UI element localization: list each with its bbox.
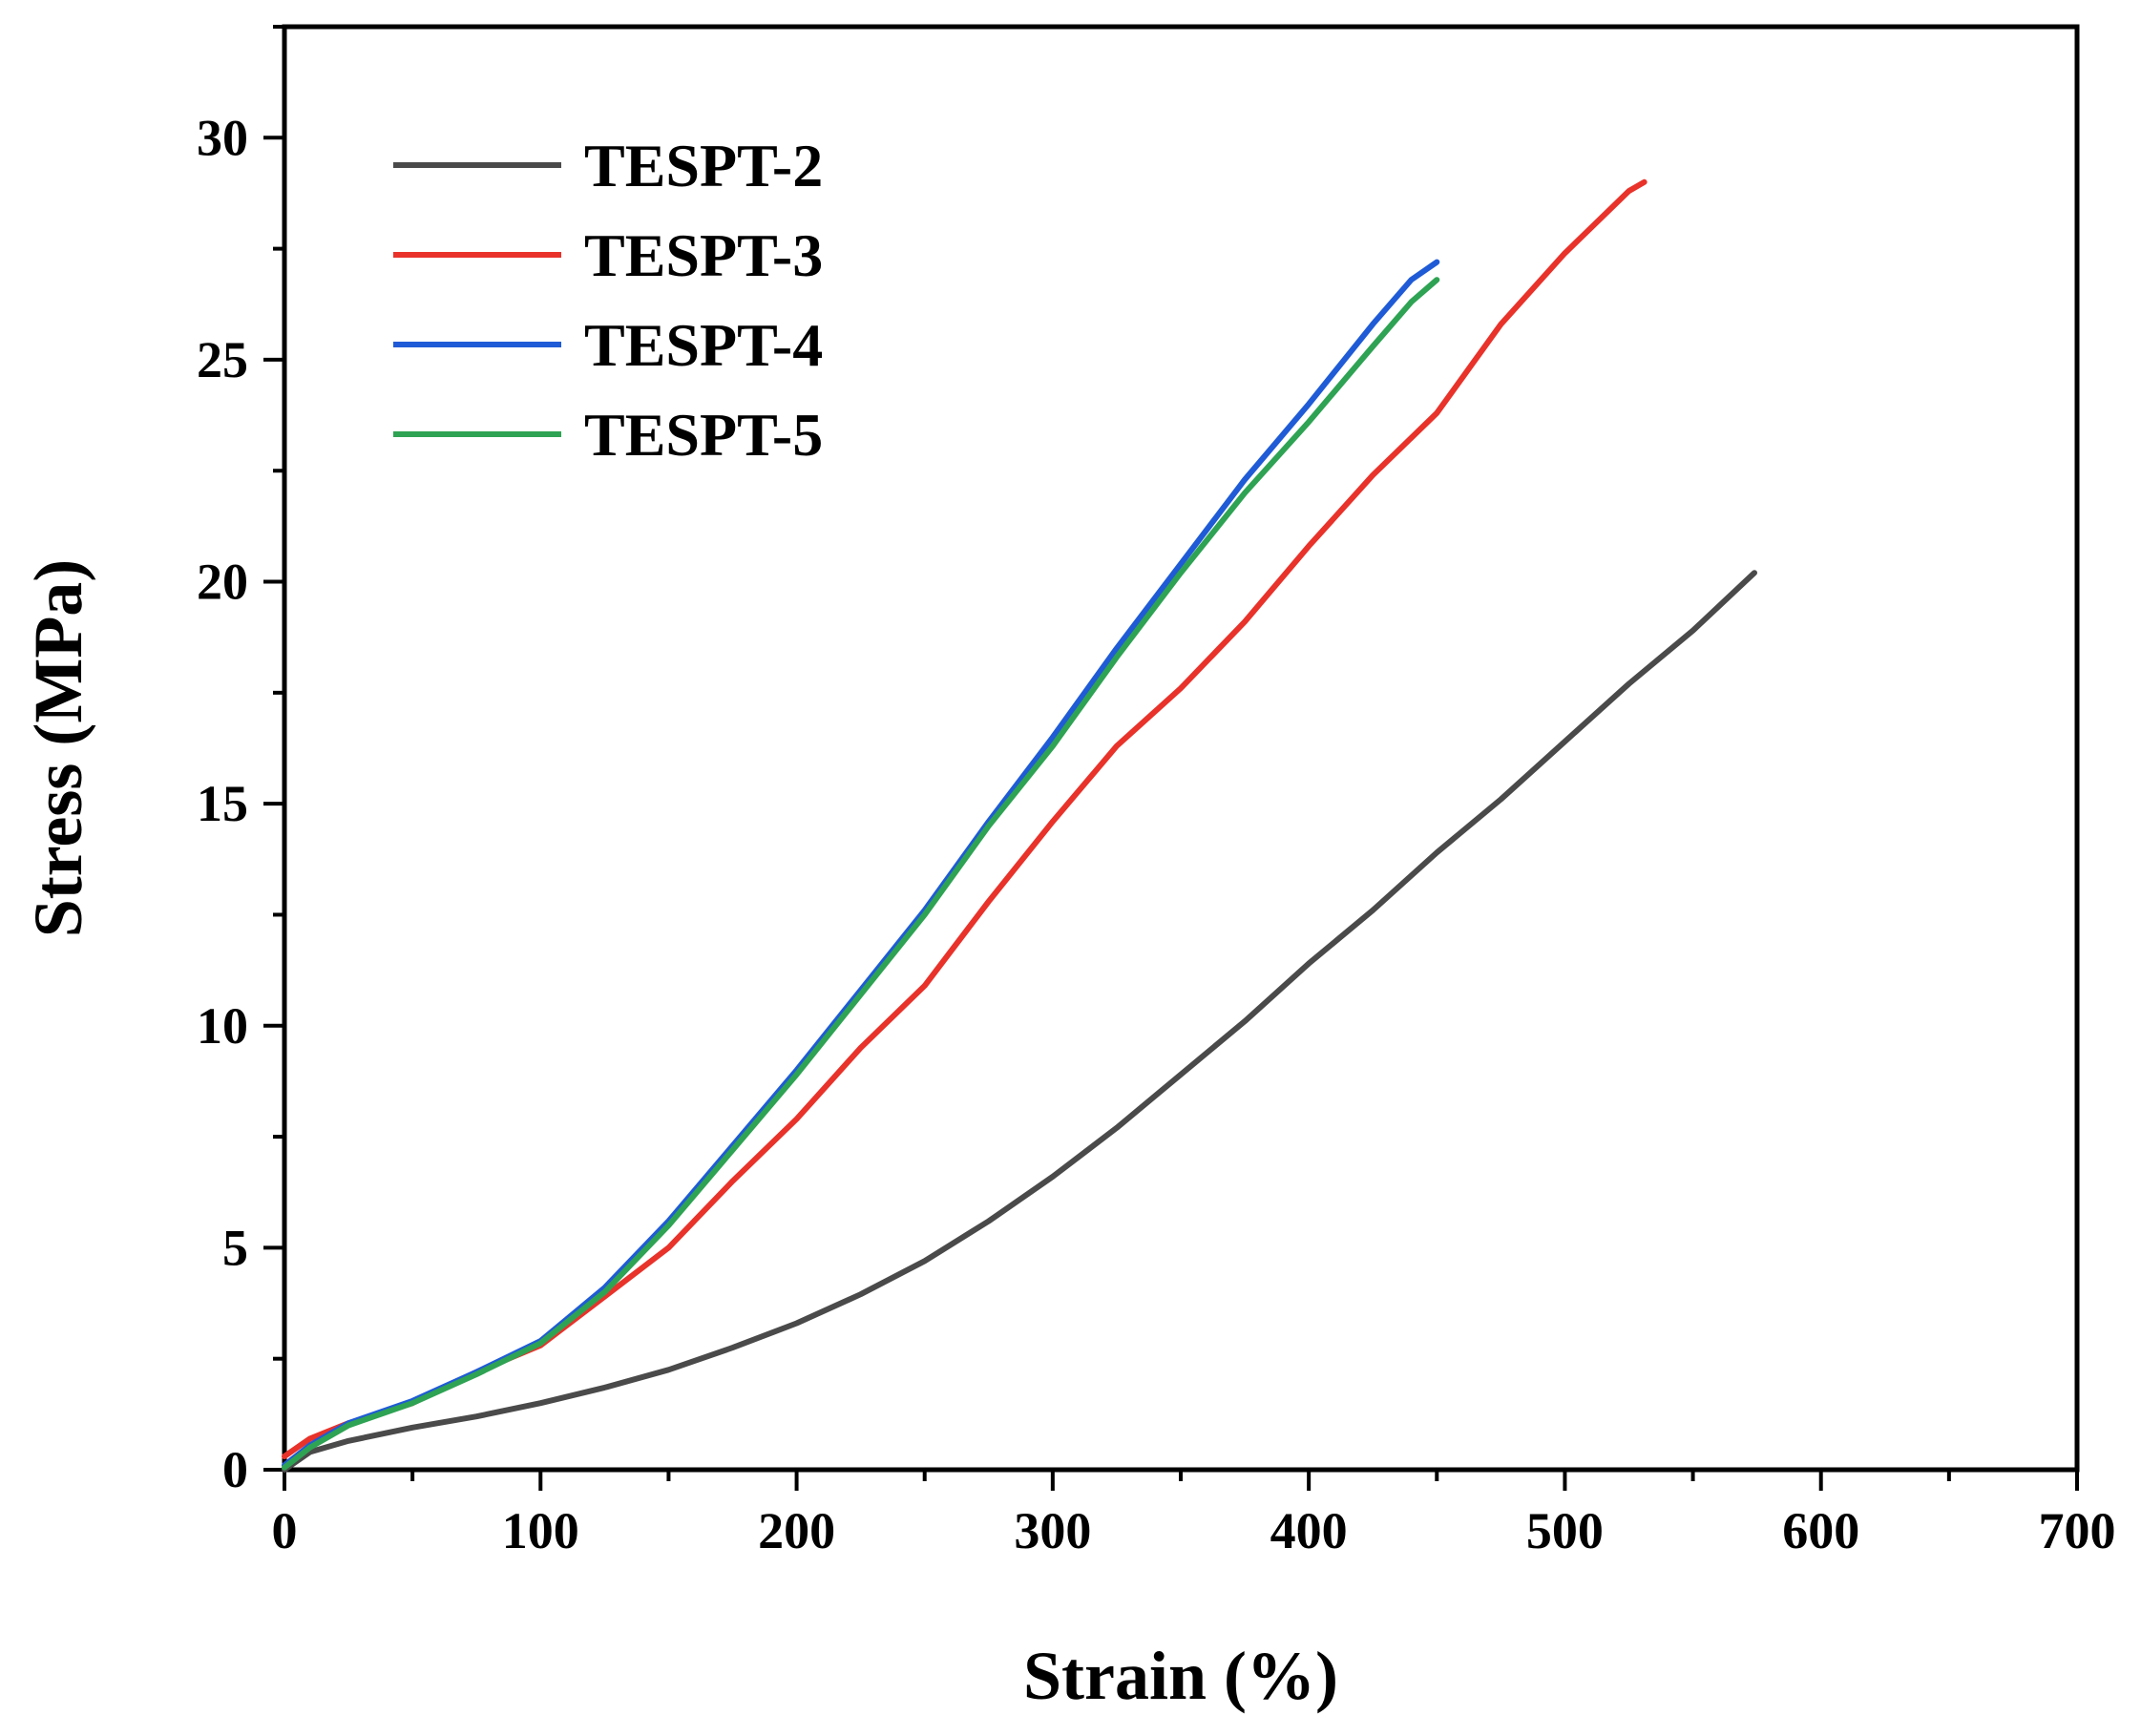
legend: TESPT-2 TESPT-3 TESPT-4 TESPT-5: [393, 132, 823, 469]
x-tick-label: 500: [1526, 1502, 1604, 1559]
x-tick-label: 0: [272, 1502, 298, 1559]
x-tick-label: 700: [2039, 1502, 2116, 1559]
legend-label-tespt-5: TESPT-5: [584, 401, 823, 469]
x-tick-label: 600: [1782, 1502, 1859, 1559]
y-axis-ticks: 0 5 10 15 20 25 30: [197, 25, 284, 1498]
x-tick-label: 300: [1014, 1502, 1091, 1559]
series-line-tespt-5: [282, 277, 1440, 1471]
series-line-tespt-2: [282, 570, 1757, 1473]
x-tick-label: 200: [758, 1502, 835, 1559]
y-axis-title: Stress (MPa): [20, 559, 96, 938]
legend-label-tespt-4: TESPT-4: [584, 311, 823, 379]
series-lines: [282, 178, 1757, 1473]
plot-frame: [282, 24, 2080, 1473]
legend-label-tespt-3: TESPT-3: [584, 221, 823, 289]
x-tick-label: 100: [502, 1502, 579, 1559]
series-line-tespt-3: [282, 178, 1648, 1459]
plot-area: [282, 24, 2080, 1473]
y-tick-label: 10: [197, 997, 248, 1055]
x-axis-title: Strain (%): [1023, 1638, 1338, 1714]
x-tick-label: 400: [1270, 1502, 1348, 1559]
y-tick-label: 30: [197, 109, 248, 166]
y-tick-label: 20: [197, 554, 248, 611]
series-line-tespt-4: [282, 259, 1440, 1469]
x-axis-ticks: 0 100 200 300 400 500 600 700: [272, 1470, 2116, 1559]
y-tick-label: 0: [222, 1441, 248, 1498]
y-tick-label: 25: [197, 331, 248, 388]
y-tick-label: 5: [222, 1219, 248, 1276]
y-tick-label: 15: [197, 775, 248, 832]
legend-label-tespt-2: TESPT-2: [584, 132, 823, 199]
